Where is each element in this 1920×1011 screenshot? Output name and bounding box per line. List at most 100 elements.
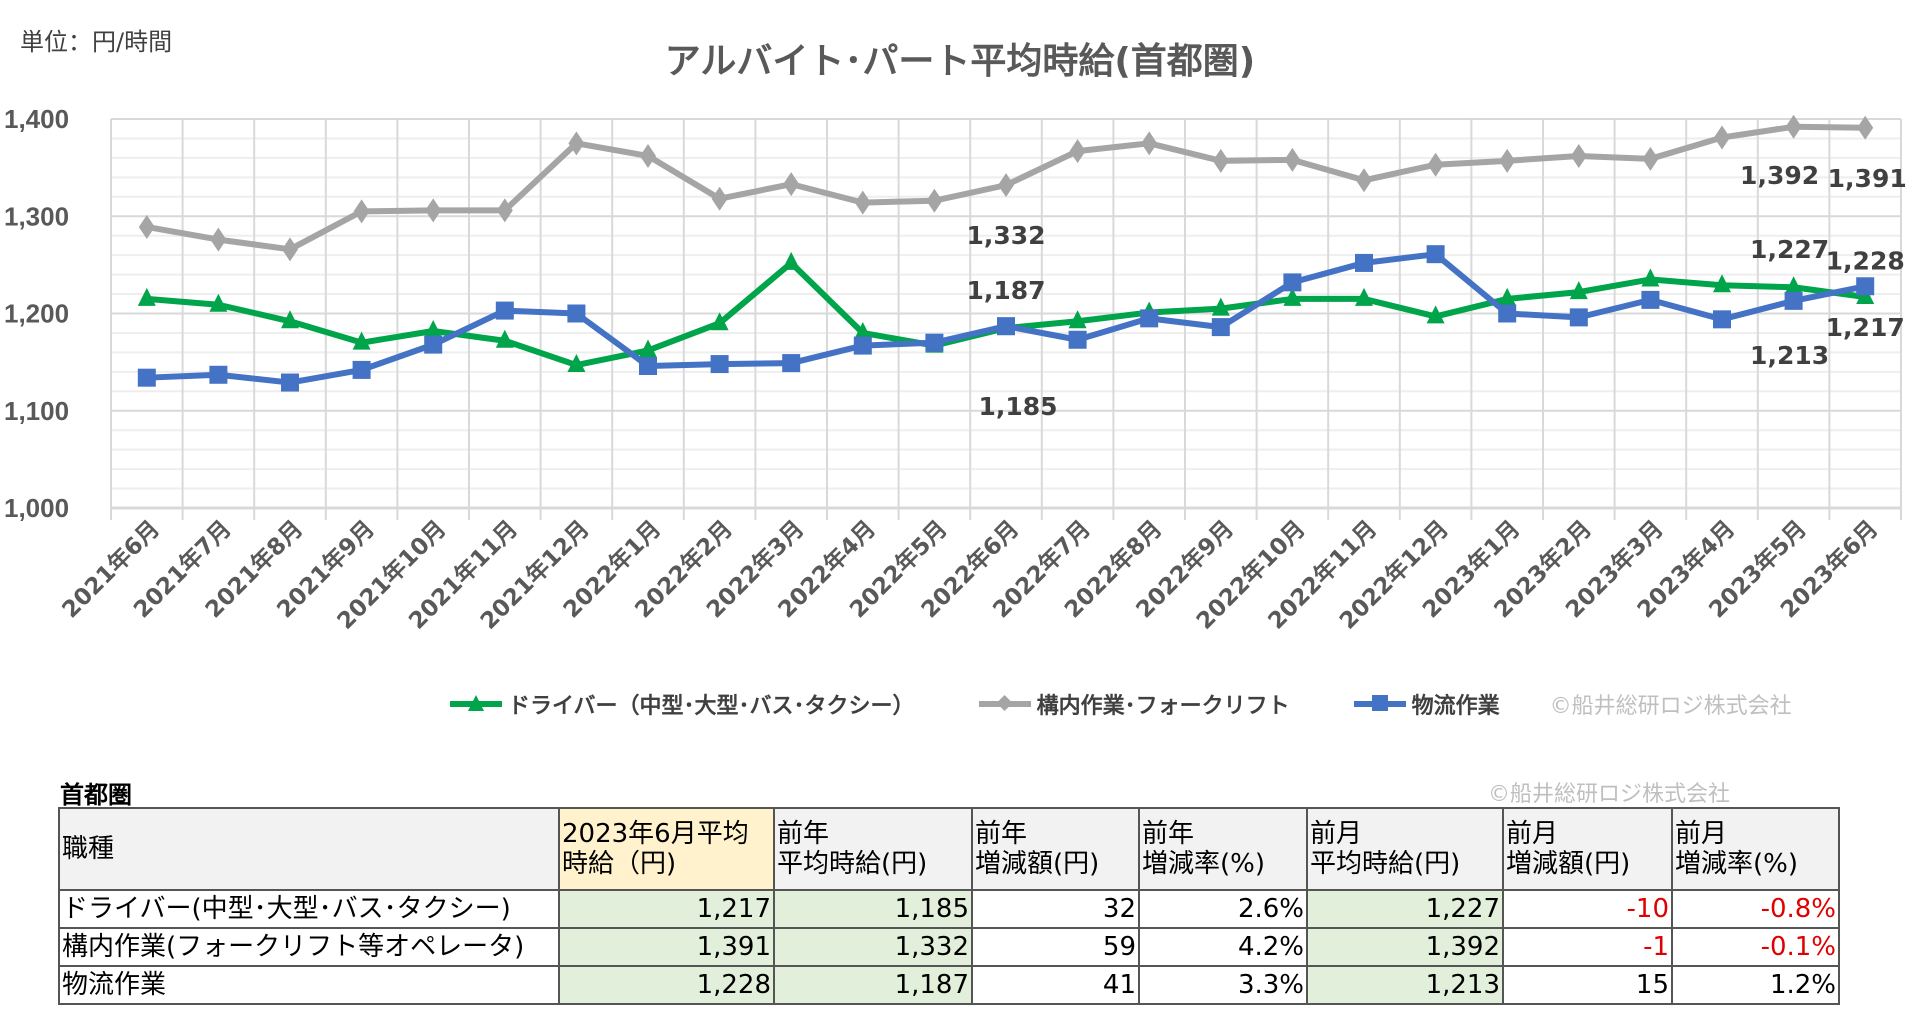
- legend: ドライバー（中型･大型･バス･タクシー） 構内作業･フォークリフト 物流作業 ©…: [450, 688, 1792, 720]
- data-point-square: [853, 336, 872, 355]
- data-point-diamond: [1069, 139, 1086, 164]
- wage-table: 職種 2023年6月平均 時給（円) 前年 平均時給(円) 前年 増減額(円) 前年増…: [58, 807, 1840, 1005]
- data-point-square: [1569, 308, 1588, 327]
- table-row: 物流作業 1,228 1,187 41 3.3% 1,213 15 1.2%: [58, 965, 1840, 1005]
- cell-job: 物流作業: [58, 965, 560, 1005]
- header-text: 職種: [62, 834, 115, 864]
- data-point-triangle: [1068, 310, 1087, 329]
- data-point-diamond: [282, 237, 298, 262]
- line-chart: 1,0001,1001,2001,3001,4002021年6月2021年7月2…: [4, 104, 1907, 635]
- cell: 1,391: [558, 927, 775, 967]
- legend-label: 構内作業･フォークリフト: [1036, 694, 1290, 719]
- header-text: 平均時給(円): [1310, 849, 1461, 879]
- data-point-triangle: [1569, 281, 1588, 300]
- data-point-diamond: [783, 172, 800, 197]
- cell: 1.2%: [1671, 965, 1840, 1005]
- data-point-diamond: [1499, 148, 1516, 173]
- header-text: 前月: [1675, 819, 1728, 849]
- cell: 1,227: [1306, 889, 1504, 929]
- data-point-diamond: [1284, 147, 1301, 172]
- data-point-diamond: [1642, 146, 1659, 171]
- data-label: 1,392: [1740, 161, 1819, 190]
- header-text: 前月: [1506, 819, 1559, 849]
- data-point-diamond: [496, 198, 513, 223]
- data-point-triangle: [281, 310, 299, 329]
- data-point-triangle: [1713, 274, 1731, 293]
- cell: -1: [1502, 927, 1673, 967]
- data-point-square: [710, 355, 729, 374]
- triangle-marker-icon: [450, 695, 502, 711]
- data-point-square: [209, 365, 228, 384]
- data-point-square: [1283, 273, 1302, 292]
- data-point-triangle: [782, 251, 801, 270]
- data-point-diamond: [1212, 148, 1229, 173]
- header-mom-rate: 前月 増減率(%): [1671, 807, 1840, 891]
- data-point-triangle: [853, 321, 872, 340]
- data-point-diamond: [854, 190, 871, 215]
- header-current-wage: 2023年6月平均 時給（円): [558, 807, 775, 891]
- header-text: 2023年6月平均: [562, 819, 749, 849]
- legend-item-logistics: 物流作業: [1353, 688, 1500, 720]
- square-marker-icon: [1353, 695, 1406, 711]
- data-point-triangle: [209, 293, 228, 312]
- cell: 41: [971, 965, 1140, 1005]
- data-point-square: [495, 301, 514, 320]
- data-point-square: [1426, 245, 1445, 264]
- data-point-diamond: [425, 198, 442, 223]
- data-point-triangle: [137, 287, 156, 306]
- data-point-square: [1140, 309, 1159, 328]
- data-point-square: [1784, 291, 1803, 310]
- data-label: 1,227: [1750, 235, 1829, 264]
- header-text: 増減額(円): [1506, 849, 1631, 879]
- header-text: 平均時給(円): [777, 849, 928, 879]
- region-heading: 首都圏: [60, 781, 132, 809]
- data-point-triangle: [1641, 268, 1660, 287]
- data-point-square: [1068, 330, 1087, 349]
- cell: 3.3%: [1138, 965, 1308, 1005]
- legend-label: 物流作業: [1411, 694, 1500, 719]
- table-copyright-watermark: ©船井総研ロジ株式会社: [1488, 782, 1731, 807]
- data-point-square: [1641, 290, 1660, 309]
- table-row: 構内作業(フォークリフト等オペレータ) 1,391 1,332 59 4.2% …: [58, 927, 1840, 967]
- data-point-triangle: [352, 331, 371, 350]
- data-point-triangle: [1283, 287, 1302, 306]
- data-point-square: [639, 357, 657, 376]
- data-point-square: [1355, 253, 1373, 272]
- data-point-diamond: [998, 173, 1014, 198]
- cell: -0.8%: [1671, 889, 1840, 929]
- cell: 1,185: [773, 889, 973, 929]
- y-tick-label: 1,100: [4, 396, 69, 426]
- cell: 4.2%: [1138, 927, 1308, 967]
- data-point-diamond: [210, 227, 227, 252]
- header-text: 前年: [975, 819, 1028, 849]
- header-text: 前月: [1310, 819, 1363, 849]
- data-point-square: [352, 360, 371, 379]
- data-point-diamond: [1714, 125, 1730, 150]
- data-label: 1,213: [1750, 341, 1829, 370]
- data-point-square: [424, 335, 443, 354]
- data-point-triangle: [639, 339, 657, 358]
- legend-item-driver: ドライバー（中型･大型･バス･タクシー）: [450, 688, 915, 720]
- data-point-square: [281, 373, 299, 392]
- y-tick-label: 1,200: [4, 299, 69, 329]
- cell: 1,217: [558, 889, 775, 929]
- data-label: 1,391: [1828, 164, 1907, 193]
- cell: 59: [971, 927, 1140, 967]
- data-label: 1,217: [1826, 313, 1905, 342]
- data-point-square: [137, 368, 156, 387]
- cell: 1,332: [773, 927, 973, 967]
- data-point-square: [1713, 310, 1731, 329]
- data-point-square: [925, 333, 944, 352]
- cell-job: 構内作業(フォークリフト等オペレータ): [58, 927, 560, 967]
- cell-job: ドライバー(中型･大型･バス･タクシー): [58, 889, 560, 929]
- data-point-diamond: [926, 188, 943, 213]
- data-point-square: [1856, 277, 1875, 296]
- data-point-diamond: [1785, 114, 1802, 139]
- data-point-triangle: [1426, 305, 1445, 324]
- data-point-diamond: [1427, 152, 1444, 177]
- y-tick-label: 1,300: [4, 201, 69, 231]
- data-label: 1,332: [966, 221, 1045, 250]
- header-text: 時給（円): [562, 849, 677, 879]
- cell: -10: [1502, 889, 1673, 929]
- y-tick-label: 1,400: [4, 104, 69, 134]
